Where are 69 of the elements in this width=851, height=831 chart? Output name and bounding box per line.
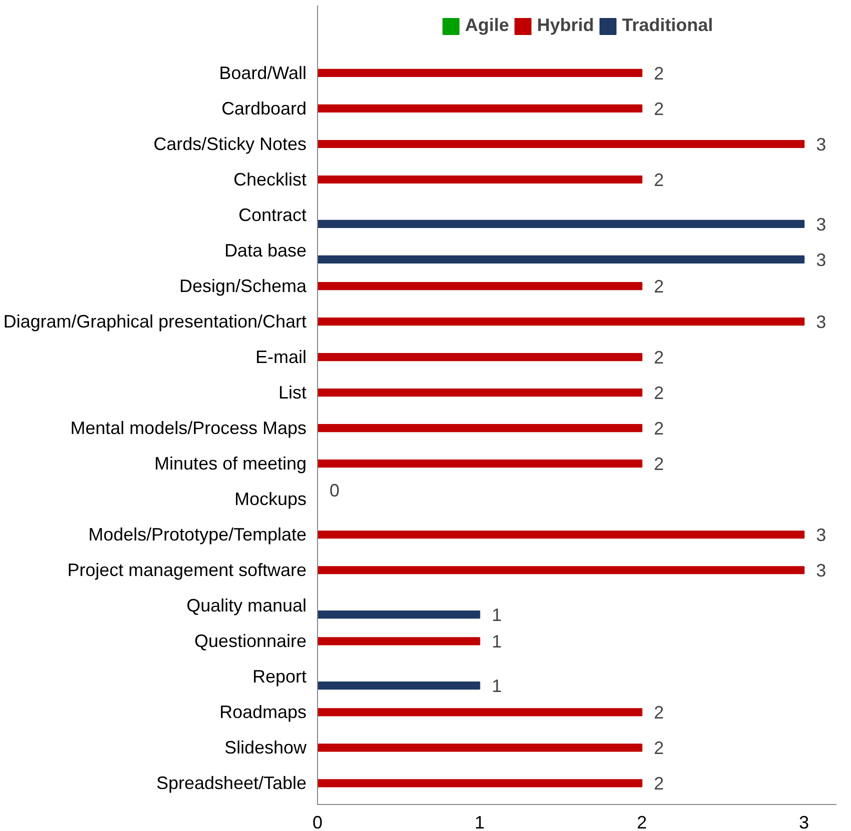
legend-label: Agile bbox=[464, 15, 509, 36]
data-label: 2 bbox=[654, 348, 664, 368]
data-label: 3 bbox=[816, 134, 826, 154]
data-label: 1 bbox=[492, 605, 502, 626]
data-label: 3 bbox=[816, 214, 826, 234]
bar bbox=[318, 318, 805, 326]
bar bbox=[318, 681, 480, 690]
bar bbox=[318, 460, 642, 468]
data-label: 2 bbox=[654, 63, 664, 84]
bar bbox=[318, 779, 642, 788]
y-tick-label: Mental models/Process Maps bbox=[70, 418, 306, 438]
bar bbox=[318, 282, 642, 290]
y-tick-label: Checklist bbox=[233, 170, 307, 190]
y-tick-label: Quality manual bbox=[186, 596, 307, 616]
data-label: 3 bbox=[816, 525, 826, 546]
y-tick-label: E-mail bbox=[255, 347, 307, 368]
data-label: 3 bbox=[816, 560, 826, 581]
bar bbox=[318, 255, 805, 264]
bar bbox=[318, 68, 642, 78]
y-tick-label: Project management software bbox=[67, 560, 307, 580]
bar bbox=[318, 610, 480, 619]
x-tick-label: 3 bbox=[799, 812, 810, 831]
y-tick-label: Cardboard bbox=[221, 98, 307, 118]
bar bbox=[318, 530, 805, 539]
bar bbox=[318, 566, 805, 574]
bar bbox=[318, 708, 642, 716]
y-tick-label: Questionnaire bbox=[194, 631, 307, 652]
y-tick-label: Board/Wall bbox=[219, 62, 307, 83]
data-label: 2 bbox=[654, 418, 664, 439]
legend-label: Hybrid bbox=[536, 15, 594, 36]
y-tick-label: List bbox=[278, 382, 307, 403]
data-label: 2 bbox=[654, 383, 664, 404]
y-tick-label: Cards/Sticky Notes bbox=[153, 134, 307, 154]
data-label: 0 bbox=[330, 480, 340, 501]
data-label: 2 bbox=[654, 276, 664, 297]
bar bbox=[318, 388, 642, 397]
bar bbox=[318, 424, 642, 432]
y-tick-label: Roadmaps bbox=[219, 702, 306, 722]
y-tick-label: Design/Schema bbox=[179, 276, 308, 296]
y-tick-label: Contract bbox=[238, 205, 307, 226]
data-label: 2 bbox=[654, 98, 664, 119]
data-label: 2 bbox=[654, 702, 664, 723]
bar bbox=[318, 175, 642, 184]
data-label: 1 bbox=[492, 676, 502, 696]
bar bbox=[318, 637, 480, 646]
data-label: 3 bbox=[816, 250, 826, 270]
legend-label: Traditional bbox=[622, 15, 714, 36]
data-label: 2 bbox=[654, 738, 664, 758]
y-tick-label: Report bbox=[252, 666, 307, 687]
y-tick-label: Spreadsheet/Table bbox=[156, 773, 306, 794]
data-label: 2 bbox=[654, 774, 664, 794]
data-label: 2 bbox=[654, 454, 664, 474]
bar bbox=[318, 744, 642, 752]
bar bbox=[318, 104, 642, 113]
y-tick-label: Data base bbox=[224, 240, 307, 261]
bar bbox=[318, 220, 805, 228]
bar bbox=[318, 353, 642, 362]
data-label: 1 bbox=[492, 632, 502, 652]
y-tick-label: Models/Prototype/Template bbox=[88, 524, 306, 545]
x-tick-label: 1 bbox=[474, 812, 485, 831]
data-label: 2 bbox=[654, 170, 664, 190]
x-tick-label: 0 bbox=[312, 812, 323, 831]
bar bbox=[318, 140, 805, 148]
y-tick-label: Minutes of meeting bbox=[154, 454, 306, 474]
y-tick-label: Diagram/Graphical presentation/Chart bbox=[3, 312, 307, 332]
y-tick-label: Mockups bbox=[234, 489, 307, 510]
y-tick-label: Slideshow bbox=[224, 738, 308, 758]
data-label: 3 bbox=[816, 312, 826, 332]
x-tick-label: 2 bbox=[636, 812, 647, 831]
